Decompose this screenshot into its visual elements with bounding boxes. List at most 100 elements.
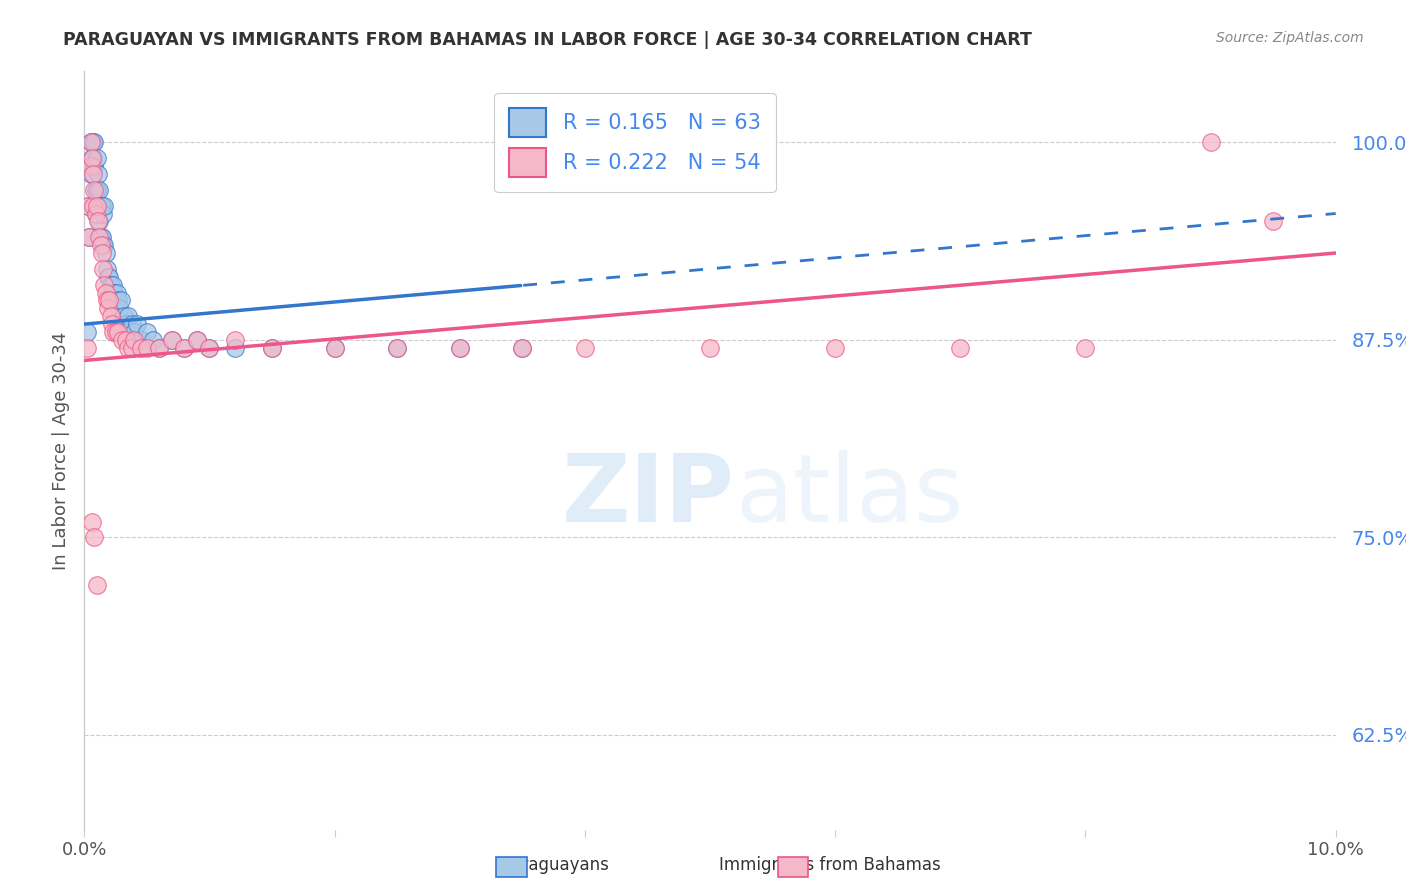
- Point: [93, 199, 115, 213]
- Point: [82, 199, 104, 213]
- Text: atlas: atlas: [735, 450, 963, 542]
- Point: [79, 230, 101, 244]
- Point: [574, 341, 596, 355]
- Point: [129, 341, 152, 355]
- Point: [98, 269, 121, 284]
- Point: [160, 333, 183, 347]
- Point: [118, 325, 141, 339]
- Point: [142, 333, 165, 347]
- Point: [262, 341, 284, 355]
- Point: [101, 285, 124, 300]
- Point: [84, 206, 107, 220]
- Point: [110, 293, 132, 308]
- Point: [198, 341, 221, 355]
- Point: [198, 341, 221, 355]
- Point: [83, 159, 105, 173]
- Point: [91, 206, 114, 220]
- Point: [90, 246, 112, 260]
- Point: [699, 341, 721, 355]
- Point: [949, 341, 972, 355]
- Point: [87, 167, 110, 181]
- Point: [103, 285, 125, 300]
- Point: [90, 230, 112, 244]
- Point: [84, 183, 107, 197]
- Point: [124, 325, 146, 339]
- Point: [108, 301, 131, 316]
- Point: [100, 277, 122, 292]
- Point: [262, 341, 284, 355]
- Point: [107, 325, 129, 339]
- Point: [111, 333, 134, 347]
- Text: Immigrants from Bahamas: Immigrants from Bahamas: [718, 855, 941, 873]
- Y-axis label: In Labor Force | Age 30-34: In Labor Force | Age 30-34: [52, 331, 70, 570]
- Point: [96, 293, 118, 308]
- Point: [80, 151, 103, 165]
- Point: [86, 151, 108, 165]
- Point: [125, 317, 148, 331]
- Point: [129, 333, 152, 347]
- Point: [91, 261, 114, 276]
- Text: Source: ZipAtlas.com: Source: ZipAtlas.com: [1216, 31, 1364, 45]
- Point: [97, 269, 120, 284]
- Point: [1074, 341, 1097, 355]
- Point: [86, 578, 108, 592]
- Point: [79, 136, 101, 150]
- Point: [104, 293, 127, 308]
- Point: [98, 293, 121, 308]
- Point: [173, 341, 195, 355]
- Point: [512, 341, 534, 355]
- Point: [89, 214, 111, 228]
- Point: [1263, 214, 1285, 228]
- Point: [90, 230, 112, 244]
- Point: [224, 341, 246, 355]
- Point: [385, 341, 409, 355]
- Point: [173, 341, 195, 355]
- Point: [323, 341, 346, 355]
- Point: [83, 183, 105, 197]
- Point: [79, 167, 101, 181]
- Point: [148, 341, 170, 355]
- Point: [1199, 136, 1222, 150]
- Point: [82, 136, 104, 150]
- Point: [80, 515, 103, 529]
- Text: PARAGUAYAN VS IMMIGRANTS FROM BAHAMAS IN LABOR FORCE | AGE 30-34 CORRELATION CHA: PARAGUAYAN VS IMMIGRANTS FROM BAHAMAS IN…: [63, 31, 1032, 49]
- Point: [186, 333, 208, 347]
- Point: [160, 333, 183, 347]
- Point: [323, 341, 346, 355]
- Point: [77, 199, 100, 213]
- Point: [111, 317, 134, 331]
- Point: [114, 317, 136, 331]
- Point: [84, 206, 107, 220]
- Point: [90, 238, 112, 252]
- Point: [824, 341, 846, 355]
- Point: [79, 136, 101, 150]
- Point: [79, 159, 101, 173]
- Point: [107, 293, 129, 308]
- Point: [101, 325, 124, 339]
- Point: [91, 238, 114, 252]
- Point: [89, 230, 111, 244]
- Point: [86, 183, 108, 197]
- Point: [186, 333, 208, 347]
- Point: [86, 199, 108, 213]
- Point: [115, 317, 138, 331]
- Point: [89, 183, 111, 197]
- Point: [93, 238, 115, 252]
- Point: [87, 214, 110, 228]
- Point: [97, 301, 120, 316]
- Point: [77, 199, 100, 213]
- Point: [94, 246, 117, 260]
- Point: [121, 341, 143, 355]
- Point: [83, 530, 105, 544]
- Point: [80, 136, 103, 150]
- Point: [124, 333, 146, 347]
- Point: [101, 317, 124, 331]
- Point: [117, 309, 139, 323]
- Point: [82, 151, 104, 165]
- Point: [87, 199, 110, 213]
- Point: [93, 277, 115, 292]
- Point: [79, 230, 101, 244]
- Legend: R = 0.165   N = 63, R = 0.222   N = 54: R = 0.165 N = 63, R = 0.222 N = 54: [495, 93, 776, 192]
- Point: [94, 285, 117, 300]
- Point: [90, 199, 112, 213]
